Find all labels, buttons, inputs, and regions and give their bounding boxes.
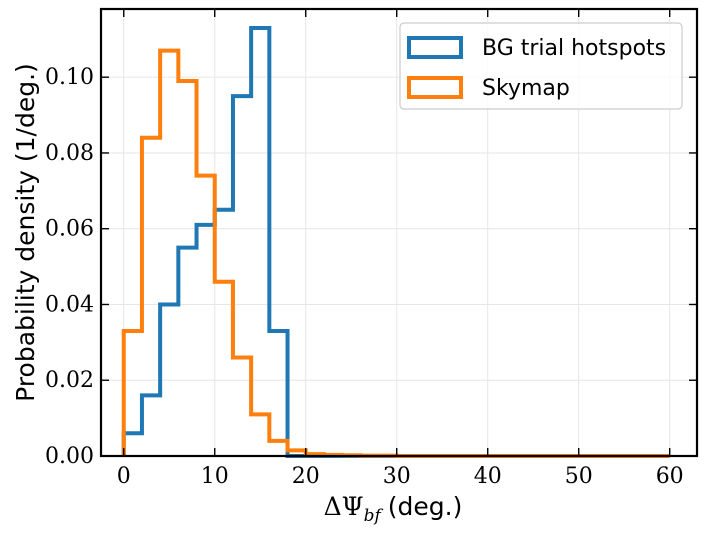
histogram-bin <box>197 176 215 456</box>
x-tick-label: 0 <box>117 464 131 489</box>
histogram-bin <box>215 282 233 456</box>
legend-swatch-skymap <box>407 76 463 99</box>
x-tick-label: 60 <box>656 464 684 489</box>
tick-labels: 0 10 20 30 40 50 60 0.00 0.02 0.04 0.06 0.08 0.10 <box>45 65 684 489</box>
histogram-bin <box>251 414 269 456</box>
histogram-bin <box>251 28 269 456</box>
histogram-bin <box>142 138 160 456</box>
histogram-bin <box>269 441 287 456</box>
histogram-bin <box>124 331 142 456</box>
histogram-bin <box>269 331 287 456</box>
legend-swatch-bg-trial-hotspots <box>407 36 463 59</box>
y-tick-label: 0.04 <box>45 292 94 317</box>
histogram-bin <box>233 358 251 456</box>
y-tick-label: 0.06 <box>45 217 94 242</box>
histogram-bin <box>178 81 196 456</box>
y-axis-label: Probability density (1/deg.) <box>11 63 40 402</box>
y-tick-label: 0.08 <box>45 141 94 166</box>
x-axis-label-subscript: bf <box>364 506 384 526</box>
legend-label-bg-trial-hotspots: BG trial hotspots <box>482 36 666 61</box>
legend-box <box>399 22 683 110</box>
histogram-bin <box>160 51 178 456</box>
x-axis-label-unit: (deg.) <box>388 492 463 521</box>
y-tick-label: 0.02 <box>45 368 94 393</box>
x-axis-label: ΔΨbf (deg.) <box>324 492 463 526</box>
x-tick-label: 30 <box>383 464 411 489</box>
legend: BG trial hotspots Skymap <box>399 22 683 110</box>
legend-label-skymap: Skymap <box>482 76 570 101</box>
y-tick-label: 0.00 <box>45 444 94 469</box>
x-tick-label: 40 <box>474 464 502 489</box>
x-axis-label-math: ΔΨ <box>324 492 364 521</box>
plot-frame <box>99 7 699 458</box>
x-tick-label: 20 <box>292 464 320 489</box>
x-tick-label: 50 <box>565 464 593 489</box>
y-tick-label: 0.10 <box>45 65 94 90</box>
x-tick-label: 10 <box>201 464 229 489</box>
